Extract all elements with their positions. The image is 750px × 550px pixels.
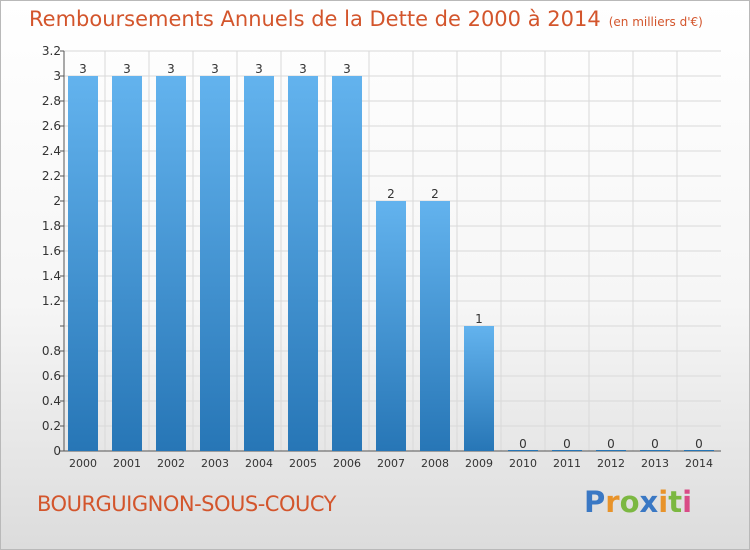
- y-tick-label: 1.8: [42, 219, 61, 233]
- x-tick-label-2003: 2003: [201, 457, 229, 470]
- y-tick-label: 1.4: [42, 269, 61, 283]
- data-label-2007: 2: [387, 187, 395, 201]
- bar-2002: [156, 76, 186, 451]
- chart-title: Remboursements Annuels de la Dette de 20…: [29, 7, 703, 31]
- bar-2012: [596, 450, 626, 451]
- logo-letter: i: [658, 485, 669, 519]
- data-label-2008: 2: [431, 187, 439, 201]
- bar-2001: [112, 76, 142, 451]
- x-tick-label-2004: 2004: [245, 457, 273, 470]
- x-tick-label-2014: 2014: [685, 457, 713, 470]
- x-tick-label-2007: 2007: [377, 457, 405, 470]
- y-tick-label: 2.4: [42, 144, 61, 158]
- title-unit: (en milliers d'€): [608, 15, 703, 29]
- bar-2007: [376, 201, 406, 451]
- bar-2004: [244, 76, 274, 451]
- data-label-2006: 3: [343, 62, 351, 76]
- tick-labels: 00.20.40.60.81.21.41.61.822.22.42.62.833…: [42, 44, 713, 470]
- y-tick-label: 2.8: [42, 94, 61, 108]
- y-tick-label: 0.2: [42, 419, 61, 433]
- bars: [68, 76, 714, 451]
- x-tick-label-2012: 2012: [597, 457, 625, 470]
- data-label-2000: 3: [79, 62, 87, 76]
- x-tick-label-2008: 2008: [421, 457, 449, 470]
- data-label-2004: 3: [255, 62, 263, 76]
- data-label-2003: 3: [211, 62, 219, 76]
- y-tick-label: 3: [53, 69, 61, 83]
- data-label-2002: 3: [167, 62, 175, 76]
- x-tick-label-2000: 2000: [69, 457, 97, 470]
- y-tick-label: 0: [53, 444, 61, 458]
- logo-letter: x: [639, 485, 659, 519]
- bar-2000: [68, 76, 98, 451]
- bar-2011: [552, 450, 582, 451]
- data-label-2013: 0: [651, 437, 659, 451]
- x-tick-label-2002: 2002: [157, 457, 185, 470]
- data-label-2011: 0: [563, 437, 571, 451]
- logo-letter: t: [668, 485, 683, 519]
- x-tick-label-2010: 2010: [509, 457, 537, 470]
- bar-2013: [640, 450, 670, 451]
- bar-2010: [508, 450, 538, 451]
- commune-name: BOURGUIGNON-SOUS-COUCY: [37, 492, 337, 516]
- data-label-2010: 0: [519, 437, 527, 451]
- y-tick-label: 0.6: [42, 369, 61, 383]
- bar-2006: [332, 76, 362, 451]
- y-tick-label: 2: [53, 194, 61, 208]
- proxiti-logo: Proxiti: [584, 485, 692, 519]
- x-tick-label-2001: 2001: [113, 457, 141, 470]
- x-tick-label-2005: 2005: [289, 457, 317, 470]
- y-tick-label: 1.2: [42, 294, 61, 308]
- logo-letter: r: [605, 485, 620, 519]
- bar-2009: [464, 326, 494, 451]
- logo-letter: o: [619, 485, 640, 519]
- data-label-2001: 3: [123, 62, 131, 76]
- title-text: Remboursements Annuels de la Dette de 20…: [29, 7, 601, 31]
- bar-2005: [288, 76, 318, 451]
- y-tick-label: 2.6: [42, 119, 61, 133]
- y-tick-label: 1.6: [42, 244, 61, 258]
- x-tick-label-2011: 2011: [553, 457, 581, 470]
- y-tick-label: 0.8: [42, 344, 61, 358]
- y-tick-label: 0.4: [42, 394, 61, 408]
- data-label-2005: 3: [299, 62, 307, 76]
- data-label-2012: 0: [607, 437, 615, 451]
- x-tick-label-2006: 2006: [333, 457, 361, 470]
- y-tick-label: 2.2: [42, 169, 61, 183]
- logo-letter: P: [584, 485, 606, 519]
- bar-2008: [420, 201, 450, 451]
- x-tick-label-2009: 2009: [465, 457, 493, 470]
- bar-2003: [200, 76, 230, 451]
- bar-2014: [684, 450, 714, 451]
- data-label-2009: 1: [475, 312, 483, 326]
- logo-letter: i: [682, 485, 693, 519]
- x-tick-label-2013: 2013: [641, 457, 669, 470]
- data-labels: 3 3 3 3 3 3 3 2 2 1 0 0 0 0 0: [79, 62, 703, 451]
- data-label-2014: 0: [695, 437, 703, 451]
- y-tick-label: 3.2: [42, 44, 61, 58]
